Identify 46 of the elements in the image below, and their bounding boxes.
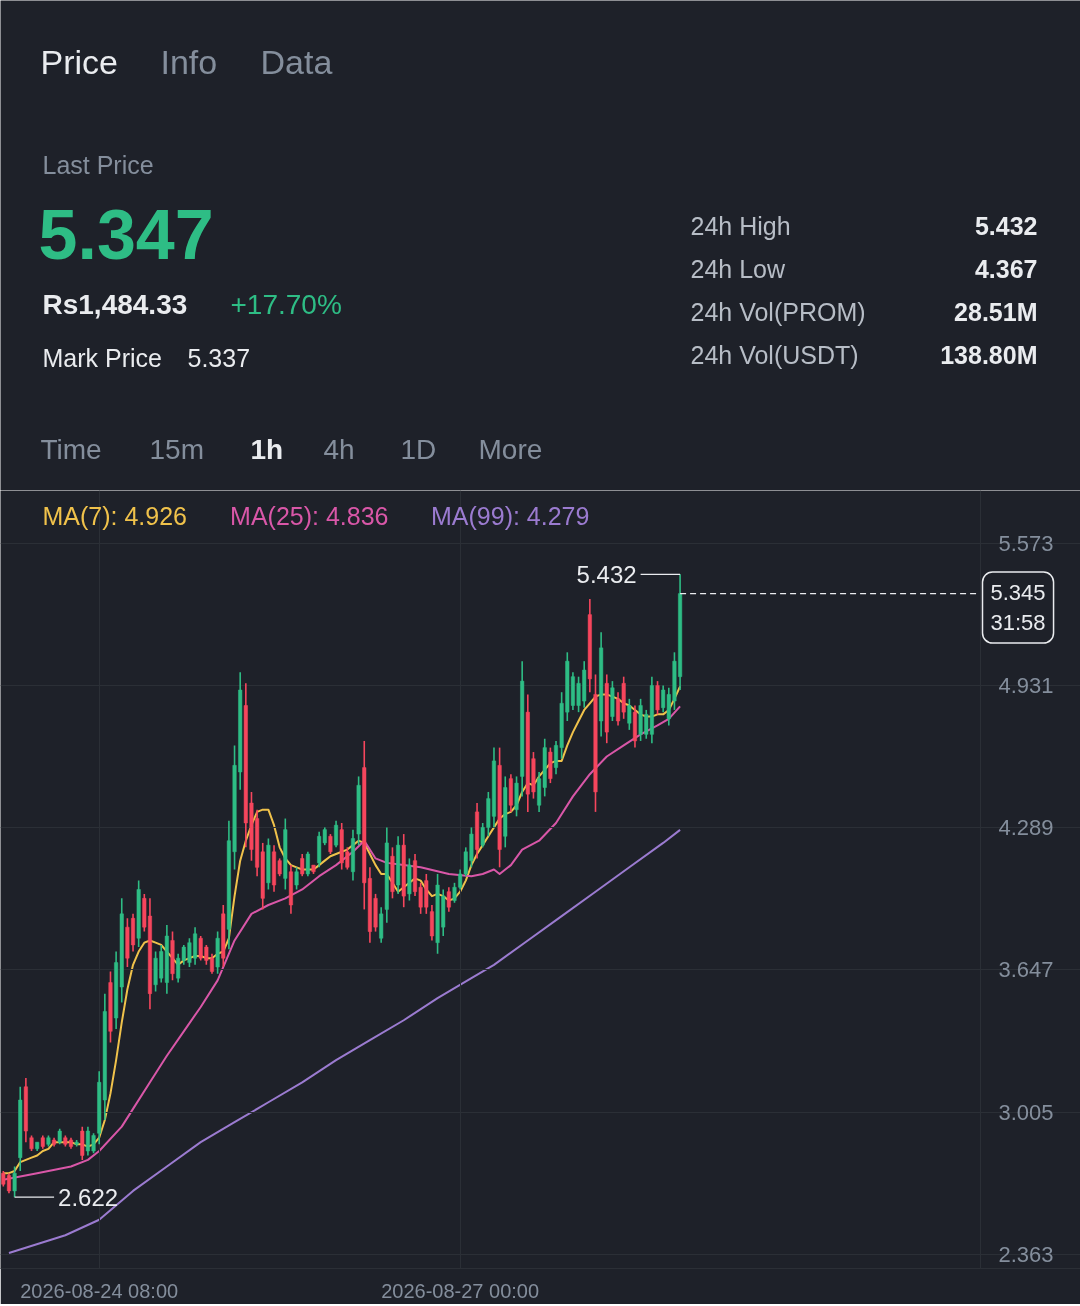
annotation: 2.622 [58,1183,119,1211]
text: MA(25): 4.836 [230,501,389,530]
text: Info [160,42,218,81]
x-tick-label: 2026-08-27 00:00 [381,1279,540,1302]
text: 15m [149,434,204,465]
text: 24h Vol(USDT) [690,340,859,369]
text: 1D [400,434,437,465]
candlestick [446,886,451,913]
y-tick-label: 3.005 [998,1099,1054,1125]
text: 4.367 [974,254,1038,283]
text: 138.80M [940,340,1038,369]
candlestick [305,850,310,877]
text: 24h Low [690,254,786,283]
candlestick [294,866,299,891]
candlestick [334,819,339,849]
y-tick-label: 3.647 [998,957,1054,983]
y-tick-label: 5.573 [998,530,1054,556]
line-series [7,828,682,1254]
text: Mark Price [42,343,162,372]
text: +17.70% [230,289,342,320]
text: Time [40,434,102,465]
x-tick-label: 2026-08-24 08:00 [20,1279,179,1302]
text: 5.432 [974,211,1038,240]
candlestick [300,853,305,877]
text: 5.347 [38,196,214,274]
text: 24h Vol(PROM) [690,297,866,326]
annotation: 5.432 [576,560,637,588]
y-tick-label: 4.931 [998,672,1054,698]
y-tick-label: 4.289 [998,815,1054,841]
candlestick [328,833,333,855]
candlestick [627,698,632,731]
text: Price [40,42,118,81]
text: MA(7): 4.926 [42,501,188,530]
y-tick-label: 2.363 [998,1242,1054,1268]
text: More [478,434,543,465]
candlestick [12,1165,17,1198]
text: 24h High [690,211,791,240]
text: 4h [323,434,355,465]
text: MA(99): 4.279 [431,501,590,530]
ref-line-label: 5.345 31:58 [990,580,1046,636]
text: Data [260,42,333,81]
text: 28.51M [954,297,1038,326]
text: 5.337 [187,343,251,372]
text: 1h [250,434,284,465]
text: Last Price [42,150,154,179]
text: Rs1,484.33 [42,289,188,320]
